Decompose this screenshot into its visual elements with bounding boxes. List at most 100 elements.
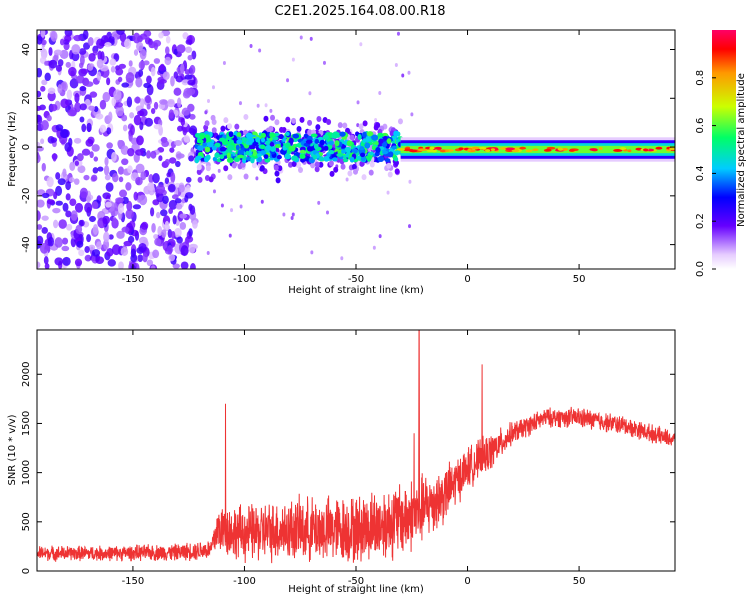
- heatmap-cell: [86, 234, 92, 243]
- heatmap-cell: [187, 79, 196, 86]
- heatmap-cell: [54, 257, 64, 266]
- heatmap-cell: [137, 254, 144, 263]
- colorbar-tick-label: 0.8: [695, 70, 706, 86]
- heatmap-cell: [48, 59, 58, 69]
- heatmap-cell: [117, 166, 125, 175]
- heatmap-cell: [382, 150, 389, 155]
- heatmap-cell: [92, 167, 99, 174]
- heatmap-cell: [291, 117, 297, 124]
- heatmap-cell: [220, 203, 224, 208]
- heatmap-cell: [152, 249, 160, 259]
- heatmap-cell: [199, 134, 205, 140]
- heatmap-cell: [291, 155, 299, 162]
- x-tick-label: 0: [464, 274, 470, 285]
- heatmap-cell: [273, 164, 279, 171]
- heatmap-cell: [197, 145, 204, 151]
- heatmap-cell: [288, 145, 296, 152]
- heatmap-cell: [37, 67, 43, 78]
- heatmap-cell: [394, 150, 400, 156]
- heatmap-cell: [110, 66, 116, 73]
- heatmap-cell: [173, 48, 178, 56]
- heatmap-cell: [325, 210, 329, 215]
- heatmap-cell: [238, 101, 242, 106]
- heatmap-cell: [50, 30, 58, 42]
- heatmap-cell: [349, 134, 355, 141]
- heatmap-cell: [47, 87, 56, 95]
- heatmap-cell: [44, 72, 51, 82]
- heatmap-cell: [340, 256, 344, 261]
- heatmap-cell: [234, 123, 240, 130]
- heatmap-cell: [130, 253, 138, 263]
- heatmap-cell: [219, 154, 225, 160]
- heatmap-cell: [40, 85, 46, 92]
- heatmap-cell: [99, 99, 107, 110]
- heatmap-cell: [368, 169, 374, 176]
- heatmap-cell: [146, 150, 151, 159]
- heatmap-cell: [511, 149, 520, 153]
- heatmap-cell: [37, 90, 42, 98]
- heatmap-cell: [106, 142, 113, 149]
- heatmap-cell: [393, 156, 399, 162]
- x-tick-label: -100: [233, 274, 256, 285]
- heatmap-cell: [182, 126, 188, 136]
- heatmap-cell: [340, 163, 346, 170]
- heatmap-cell: [73, 137, 82, 144]
- heatmap-cell: [121, 114, 128, 122]
- heatmap-cell: [168, 199, 178, 210]
- heatmap-cell: [162, 195, 169, 205]
- heatmap-cell: [135, 176, 143, 186]
- heatmap-cell: [223, 117, 229, 124]
- heatmap-cell: [206, 141, 214, 148]
- heatmap-cell: [237, 154, 244, 159]
- heatmap-cell: [76, 153, 84, 162]
- heatmap-cell: [62, 168, 67, 178]
- heatmap-cell: [188, 203, 193, 212]
- heatmap-cell: [180, 63, 185, 74]
- heatmap-cell: [251, 162, 257, 169]
- heatmap-cell: [106, 127, 112, 135]
- heatmap-cell: [65, 223, 73, 231]
- heatmap-cell: [643, 148, 649, 152]
- heatmap-cell: [391, 145, 397, 150]
- heatmap-cell: [135, 77, 143, 88]
- heatmap-cell: [374, 117, 378, 122]
- heatmap-cell: [356, 155, 361, 160]
- heatmap-cell: [306, 145, 314, 152]
- heatmap-cell: [111, 244, 121, 256]
- heatmap-cell: [146, 75, 152, 84]
- heatmap-cell: [291, 161, 297, 168]
- snr-x-axis-label: Height of straight line (km): [288, 584, 424, 595]
- heatmap-cell: [296, 126, 302, 133]
- heatmap-cell: [153, 233, 159, 240]
- heatmap-cell: [59, 128, 69, 139]
- heatmap-cell: [37, 224, 43, 230]
- heatmap-cell: [175, 203, 183, 210]
- heatmap-cell: [62, 256, 71, 266]
- figure-title: C2E1.2025.164.08.00.R18: [274, 4, 445, 19]
- heatmap-cell: [111, 151, 117, 162]
- heatmap-cell: [44, 60, 49, 66]
- heatmap-cell: [296, 162, 302, 169]
- heatmap-cell: [150, 66, 156, 77]
- heatmap-cell: [168, 207, 174, 215]
- heatmap-cell: [41, 79, 48, 86]
- heatmap-cell: [76, 240, 84, 248]
- heatmap-cell: [434, 146, 442, 150]
- heatmap-cell: [53, 219, 59, 229]
- heatmap-cell: [189, 113, 196, 120]
- heatmap-cell: [403, 148, 412, 152]
- heatmap-cell: [41, 215, 49, 221]
- heatmap-cell: [89, 91, 98, 98]
- heatmap-cell: [356, 100, 360, 105]
- x-tick-label: 50: [573, 576, 586, 587]
- heatmap-cell: [378, 91, 382, 96]
- heatmap-cell: [168, 157, 177, 164]
- heatmap-cell: [178, 184, 185, 193]
- heatmap-cell: [401, 73, 405, 78]
- heatmap-cell: [91, 144, 100, 152]
- heatmap-cell: [351, 163, 357, 170]
- heatmap-cell: [197, 176, 203, 183]
- heatmap-cell: [83, 174, 90, 181]
- heatmap-cell: [105, 201, 112, 208]
- heatmap-cell: [127, 165, 133, 174]
